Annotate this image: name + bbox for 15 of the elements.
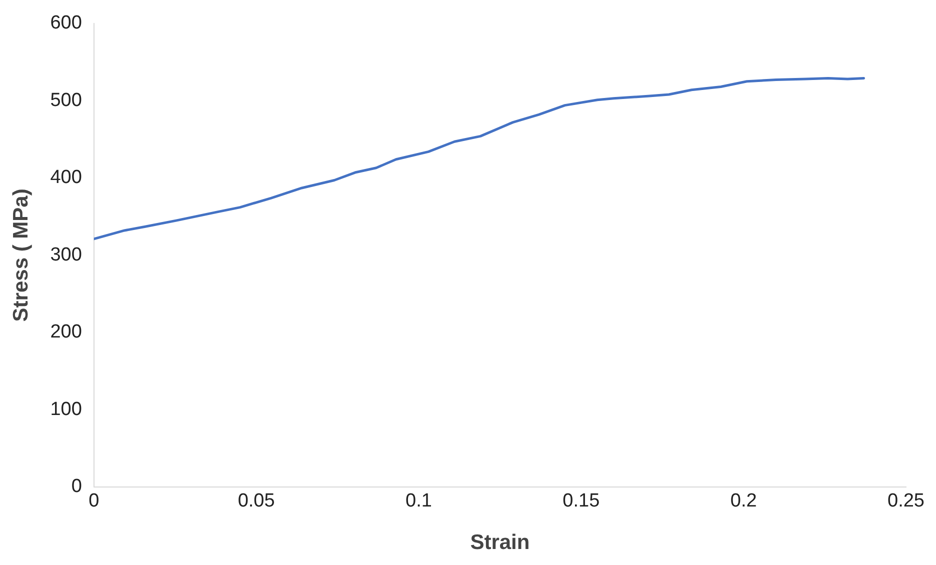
y-tick-label: 400	[50, 167, 82, 188]
y-tick-label: 300	[50, 244, 82, 266]
x-tick-label: 0.1	[406, 490, 432, 512]
y-axis-title: Stress ( MPa)	[9, 188, 32, 322]
x-tick-label: 0.05	[238, 490, 275, 512]
y-tick-label: 200	[50, 322, 82, 343]
y-tick-label: 0	[71, 476, 82, 498]
x-tick-label: 0.25	[888, 490, 924, 512]
y-tick-label: 600	[50, 12, 82, 34]
x-tick-label: 0.15	[562, 490, 600, 512]
x-tick-label: 0	[88, 490, 100, 512]
x-tick-label: 0.2	[730, 490, 757, 512]
y-tick-label: 500	[50, 90, 82, 111]
y-tick-label: 100	[50, 398, 82, 420]
x-axis-title: Strain	[470, 531, 530, 554]
